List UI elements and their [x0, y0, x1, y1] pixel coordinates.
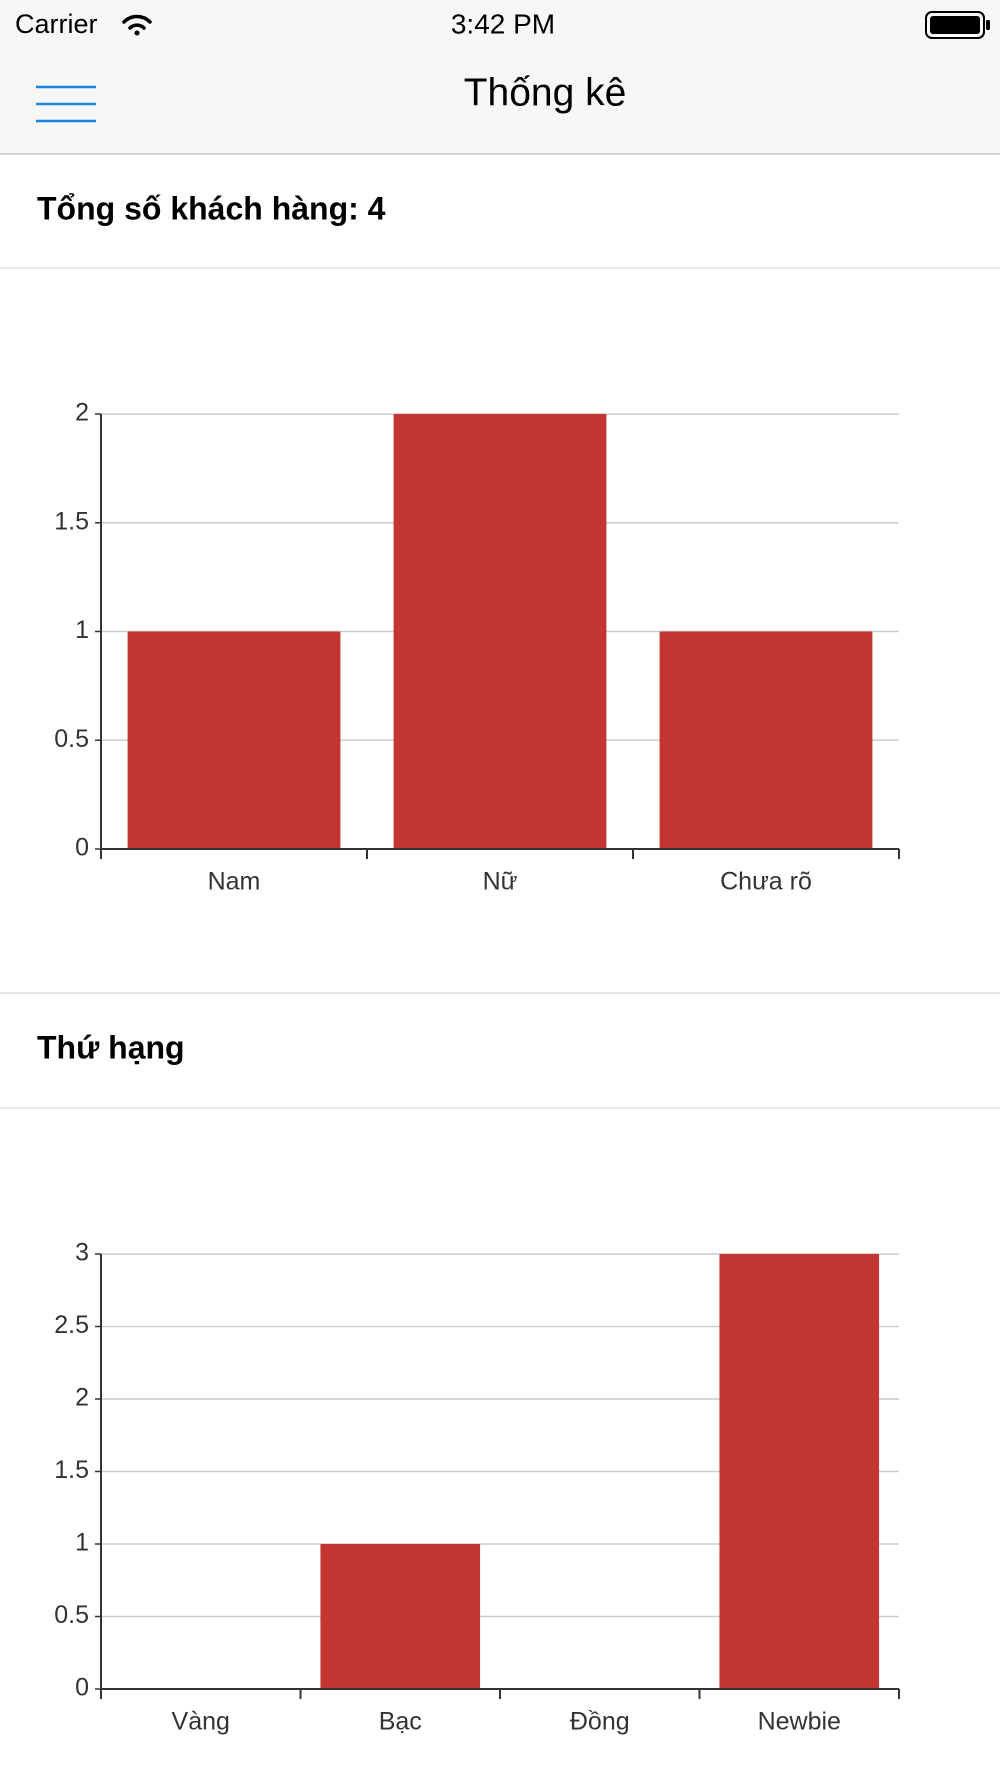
y-tick-label: 2: [75, 399, 89, 427]
bar: [320, 1544, 481, 1689]
x-tick-label: Vàng: [172, 1708, 230, 1736]
y-tick-label: 0.5: [54, 725, 89, 753]
bar: [393, 414, 607, 849]
y-tick-label: 0.5: [54, 1601, 89, 1629]
x-tick-label: Newbie: [758, 1708, 841, 1736]
y-tick-label: 0: [75, 834, 89, 862]
bar: [659, 631, 873, 849]
y-tick-label: 2: [75, 1384, 89, 1412]
bar: [127, 631, 341, 849]
menu-button[interactable]: [36, 85, 96, 123]
y-tick-label: 1.5: [54, 1456, 89, 1484]
y-tick-label: 1: [75, 616, 89, 644]
y-tick-label: 1.5: [54, 507, 89, 535]
y-tick-label: 0: [75, 1674, 89, 1702]
battery-icon: [925, 11, 990, 39]
y-tick-label: 2.5: [54, 1311, 89, 1339]
x-tick-label: Nữ: [483, 868, 518, 896]
section-heading: Tổng số khách hàng: 4: [37, 190, 386, 226]
x-tick-label: Chưa rõ: [720, 868, 812, 896]
clock: 3:42 PM: [451, 8, 555, 39]
carrier: Carrier: [15, 9, 98, 39]
bar: [719, 1254, 880, 1689]
y-tick-label: 3: [75, 1239, 89, 1267]
top-bar-background: [0, 0, 1000, 154]
nav-title: Thống kê: [464, 71, 627, 114]
section-heading: Thứ hạng: [37, 1029, 185, 1065]
x-tick-label: Bạc: [379, 1708, 422, 1736]
y-tick-label: 1: [75, 1529, 89, 1557]
x-tick-label: Nam: [208, 868, 261, 896]
wifi-icon: [122, 14, 152, 36]
x-tick-label: Đồng: [570, 1708, 630, 1736]
